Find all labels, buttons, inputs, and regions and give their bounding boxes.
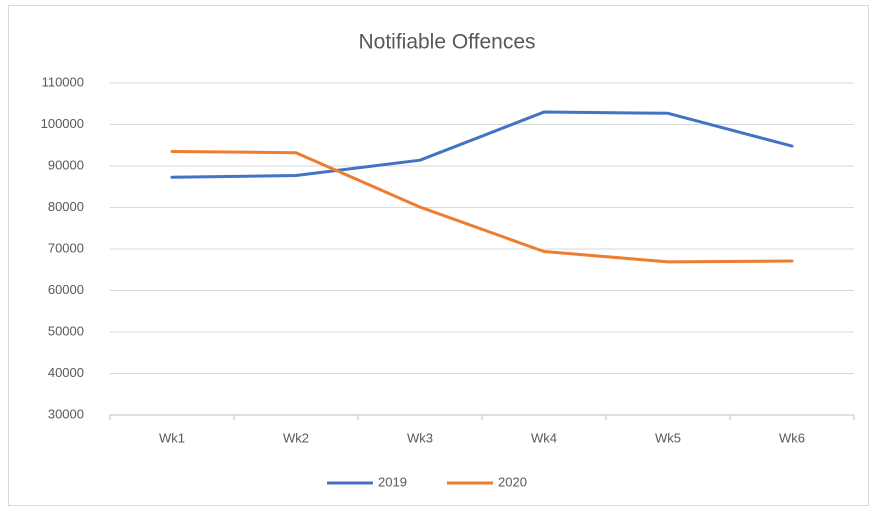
x-tick-label: Wk1 bbox=[159, 430, 185, 445]
series-line bbox=[170, 149, 794, 264]
x-tick-label: Wk5 bbox=[655, 430, 681, 445]
chart-title: Notifiable Offences bbox=[358, 31, 535, 54]
x-tick-label: Wk6 bbox=[779, 430, 805, 445]
y-tick-label: 80000 bbox=[48, 199, 84, 214]
y-tick-label: 70000 bbox=[48, 240, 84, 255]
series-line bbox=[170, 110, 794, 179]
x-tick-label: Wk3 bbox=[407, 430, 433, 445]
legend-label: 2020 bbox=[498, 474, 527, 489]
y-tick-label: 60000 bbox=[48, 282, 84, 297]
y-tick-label: 110000 bbox=[42, 74, 84, 89]
y-tick-label: 90000 bbox=[48, 157, 84, 172]
x-tick-label: Wk2 bbox=[283, 430, 309, 445]
y-tick-label: 50000 bbox=[48, 323, 84, 338]
y-tick-label: 40000 bbox=[48, 365, 84, 380]
y-tick-label: 100000 bbox=[41, 116, 84, 131]
chart-border bbox=[8, 5, 869, 506]
x-tick-label: Wk4 bbox=[531, 430, 557, 445]
legend-label: 2019 bbox=[378, 474, 407, 489]
y-tick-label: 30000 bbox=[48, 406, 84, 421]
